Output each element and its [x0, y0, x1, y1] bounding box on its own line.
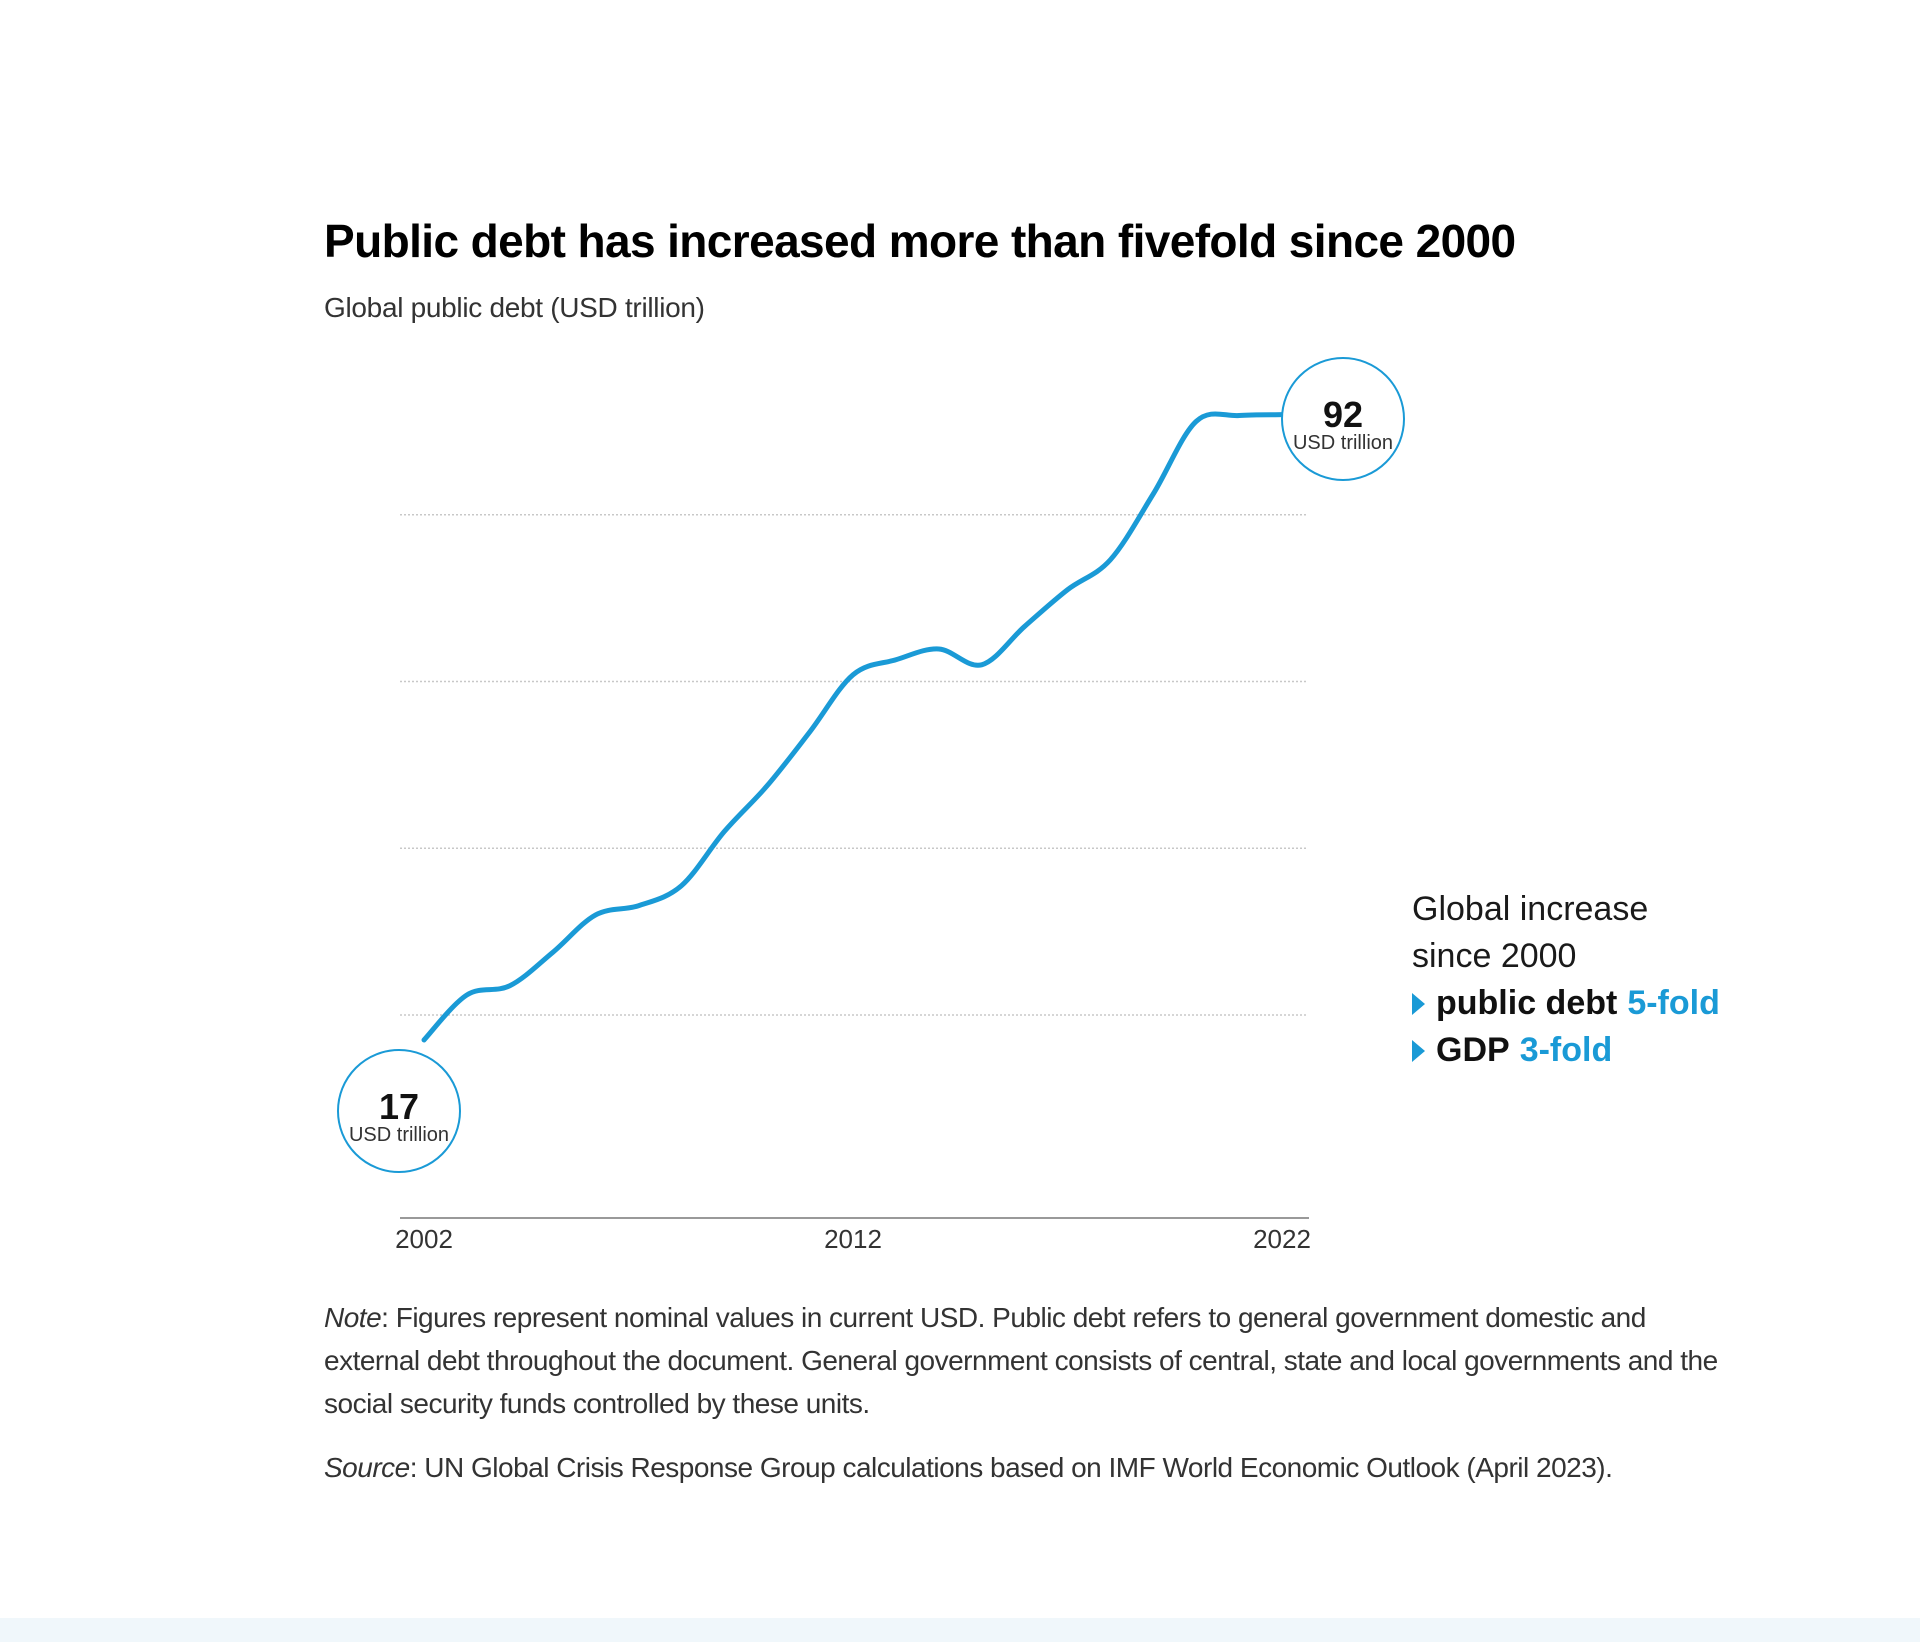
- annotation-unit: USD trillion: [1293, 432, 1393, 454]
- page-footer-band: [0, 1618, 1920, 1642]
- source-text: : UN Global Crisis Response Group calcul…: [409, 1452, 1613, 1483]
- legend-box: Global increase since 2000 public debt 5…: [1412, 886, 1832, 1074]
- chart-source: Source: UN Global Crisis Response Group …: [324, 1446, 1744, 1489]
- gridlines: [400, 513, 1307, 1016]
- triangle-icon: [1412, 1039, 1425, 1062]
- legend-item-gdp: GDP 3-fold: [1412, 1027, 1832, 1074]
- legend-item-public-debt: public debt 5-fold: [1412, 980, 1832, 1027]
- x-axis-ticks: 2002 2012 2022: [395, 1224, 1311, 1254]
- legend-heading: Global increase since 2000: [1412, 890, 1649, 975]
- annotation-value: 17: [379, 1086, 419, 1127]
- note-text: : Figures represent nominal values in cu…: [324, 1302, 1718, 1419]
- chart-subtitle: Global public debt (USD trillion): [324, 292, 705, 323]
- note-label: Note: [324, 1302, 382, 1333]
- x-tick-label: 2022: [1253, 1224, 1311, 1254]
- source-label: Source: [324, 1452, 410, 1483]
- chart-title: Public debt has increased more than five…: [324, 215, 1516, 267]
- legend-item-label: public debt: [1436, 984, 1618, 1022]
- chart-note: Note: Figures represent nominal values i…: [324, 1296, 1744, 1425]
- x-tick-label: 2012: [824, 1224, 882, 1254]
- annotation-circle: [337, 1049, 461, 1173]
- x-tick-label: 2002: [395, 1224, 453, 1254]
- legend-item-value: 5-fold: [1627, 984, 1720, 1022]
- legend-item-value: 3-fold: [1519, 1031, 1613, 1069]
- annotation-circle: [1281, 357, 1405, 481]
- annotation-value: 92: [1323, 394, 1363, 435]
- annotation-unit: USD trillion: [349, 1124, 449, 1146]
- legend-item-label: GDP: [1436, 1031, 1510, 1069]
- series-line-global-public-debt: [421, 411, 1285, 1043]
- triangle-icon: [1412, 992, 1425, 1015]
